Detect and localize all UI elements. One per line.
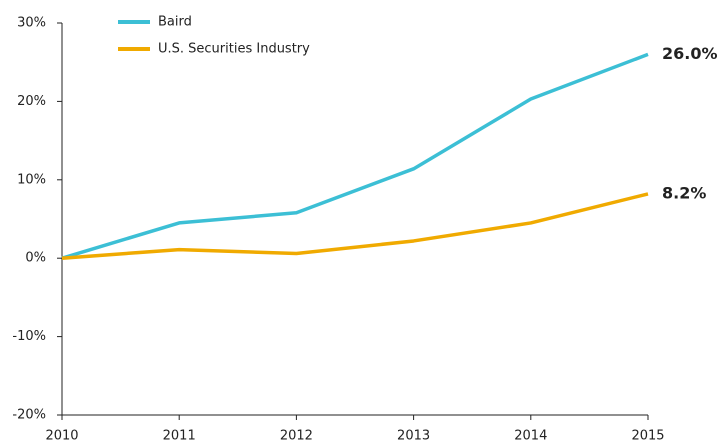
x-tick-label: 2010: [45, 429, 78, 444]
x-tick-label: 2013: [397, 429, 430, 444]
legend-label: U.S. Securities Industry: [158, 42, 310, 57]
series-line: [61, 52, 649, 260]
y-tick-label: 10%: [17, 172, 46, 187]
y-tick-label: 20%: [17, 94, 46, 109]
y-tick-label: -10%: [12, 329, 46, 344]
legend-label: Baird: [158, 15, 192, 30]
series-line: [61, 192, 649, 260]
data-label: 8.2%: [662, 183, 706, 202]
y-tick-label: 0%: [25, 251, 46, 266]
x-tick-label: 2012: [280, 429, 313, 444]
y-tick-label: -20%: [12, 408, 46, 423]
x-tick-label: 2011: [163, 429, 196, 444]
data-label: 26.0%: [662, 44, 718, 63]
x-tick-label: 2014: [514, 429, 547, 444]
y-tick-label: 30%: [17, 16, 46, 31]
x-tick-label: 2015: [631, 429, 664, 444]
